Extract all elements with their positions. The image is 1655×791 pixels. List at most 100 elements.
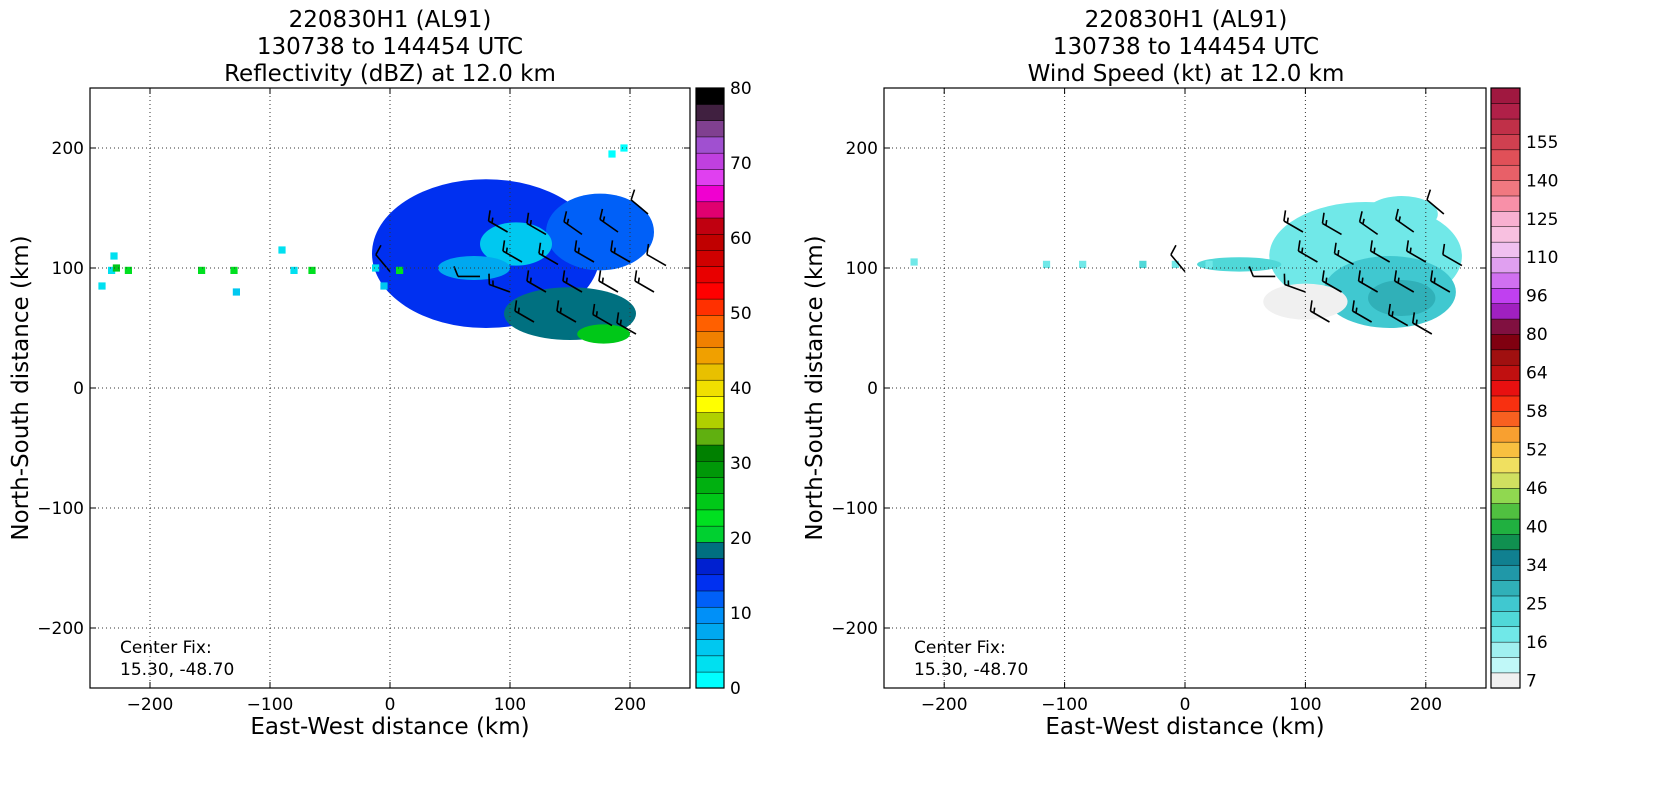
colorbar-segment: [1491, 596, 1520, 612]
colorbar-segment: [696, 153, 724, 170]
colorbar-tick-label: 52: [1526, 441, 1548, 461]
wind-barb-feather: [631, 190, 634, 200]
wind-barb-feather: [1302, 248, 1303, 253]
colorbar-segment: [1491, 426, 1520, 442]
y-tick-label: −100: [37, 499, 84, 519]
center-fix-annotation: Center Fix:: [914, 638, 1006, 658]
y-tick-label: 0: [73, 379, 84, 399]
colorbar-tick-label: 70: [730, 154, 752, 174]
x-tick-label: 0: [385, 695, 396, 715]
colorbar-segment: [696, 607, 724, 624]
colorbar-tick-label: 25: [1526, 594, 1548, 614]
x-tick-label: 200: [614, 695, 646, 715]
colorbar-segment: [1491, 119, 1520, 135]
colorbar-tick-label: 155: [1526, 133, 1558, 153]
wind-barb-feather: [1171, 245, 1176, 254]
x-tick-label: 200: [1410, 695, 1442, 715]
center-fix-annotation: Center Fix:: [120, 638, 212, 658]
wind-barb: [635, 270, 654, 292]
colorbar-segment: [1491, 457, 1520, 473]
colorbar-segment: [696, 656, 724, 673]
chart-title-line-3: Wind Speed (kt) at 12.0 km: [1028, 61, 1345, 87]
y-tick-label: 100: [846, 259, 878, 279]
colorbar-tick-label: 140: [1526, 171, 1558, 191]
colorbar-segment: [696, 185, 724, 202]
wind-barb-staff: [647, 255, 666, 266]
x-tick-label: −100: [1041, 695, 1088, 715]
center-fix-annotation: 15.30, -48.70: [914, 660, 1028, 680]
colorbar-segment: [696, 283, 724, 300]
data-cell: [278, 246, 285, 253]
wind-barb-feather: [599, 270, 601, 281]
data-cell: [1139, 261, 1146, 268]
colorbar-segment: [1491, 196, 1520, 212]
colorbar-segment: [696, 347, 724, 364]
chart-title-line-2: 130738 to 144454 UTC: [1053, 34, 1319, 60]
colorbar-segment: [1491, 411, 1520, 427]
colorbar-segment: [696, 137, 724, 154]
colorbar-tick-label: 7: [1526, 671, 1537, 691]
colorbar-segment: [1491, 350, 1520, 366]
colorbar-segment: [1491, 88, 1520, 104]
wind-barb-feather: [530, 278, 531, 283]
wind-barb-feather: [638, 278, 639, 283]
wind-barb-feather: [542, 250, 543, 255]
data-region: [577, 324, 630, 343]
colorbar-segment: [1491, 242, 1520, 258]
colorbar-segment: [696, 542, 724, 559]
colorbar-segment: [1491, 319, 1520, 335]
colorbar-segment: [696, 266, 724, 283]
wind-barb-feather: [1326, 220, 1327, 225]
colorbar-segment: [1491, 380, 1520, 396]
colorbar-tick-label: 0: [730, 679, 741, 699]
colorbar-segment: [1491, 473, 1520, 489]
colorbar-segment: [1491, 288, 1520, 304]
colorbar-segment: [696, 234, 724, 251]
colorbar-segment: [1491, 534, 1520, 550]
colorbar-segment: [1491, 550, 1520, 566]
data-cell: [110, 252, 117, 259]
data-cell: [233, 288, 240, 295]
wind-barb-feather: [578, 248, 579, 253]
y-tick-label: 200: [846, 139, 878, 159]
colorbar-segment: [696, 639, 724, 656]
wind-barb-feather: [1284, 210, 1286, 221]
x-tick-label: 0: [1180, 695, 1191, 715]
x-tick-label: −200: [127, 695, 174, 715]
data-region: [1366, 196, 1438, 232]
data-cell: [910, 258, 917, 265]
colorbar-tick-label: 16: [1526, 633, 1548, 653]
wind-barb-feather: [1338, 250, 1339, 255]
colorbar-segment: [696, 380, 724, 397]
colorbar-segment: [1491, 673, 1520, 689]
wind-barb-feather: [560, 308, 561, 313]
wind-barb-feather: [1398, 278, 1399, 283]
colorbar-segment: [1491, 503, 1520, 519]
colorbar-segment: [1491, 488, 1520, 504]
colorbar-tick-label: 64: [1526, 364, 1548, 384]
colorbar-segment: [696, 315, 724, 332]
colorbar-segment: [696, 169, 724, 186]
colorbar-segment: [696, 558, 724, 575]
wind-barb-feather: [1356, 308, 1357, 313]
y-tick-label: 0: [867, 379, 878, 399]
colorbar-tick-label: 50: [730, 304, 752, 324]
colorbar-segment: [696, 672, 724, 689]
wind-barb-feather: [614, 248, 615, 253]
data-cell: [1043, 261, 1050, 268]
colorbar-segment: [1491, 273, 1520, 289]
colorbar-segment: [1491, 580, 1520, 596]
data-cell: [198, 267, 205, 274]
chart-panel-1: 220830H1 (AL91)130738 to 144454 UTCRefle…: [8, 7, 752, 740]
y-tick-label: 200: [52, 139, 84, 159]
data-cell: [380, 282, 387, 289]
colorbar-tick-label: 46: [1526, 479, 1548, 499]
colorbar-segment: [696, 104, 724, 121]
colorbar-segment: [1491, 611, 1520, 627]
chart-title-line-2: 130738 to 144454 UTC: [257, 34, 523, 60]
data-cell: [608, 150, 615, 157]
